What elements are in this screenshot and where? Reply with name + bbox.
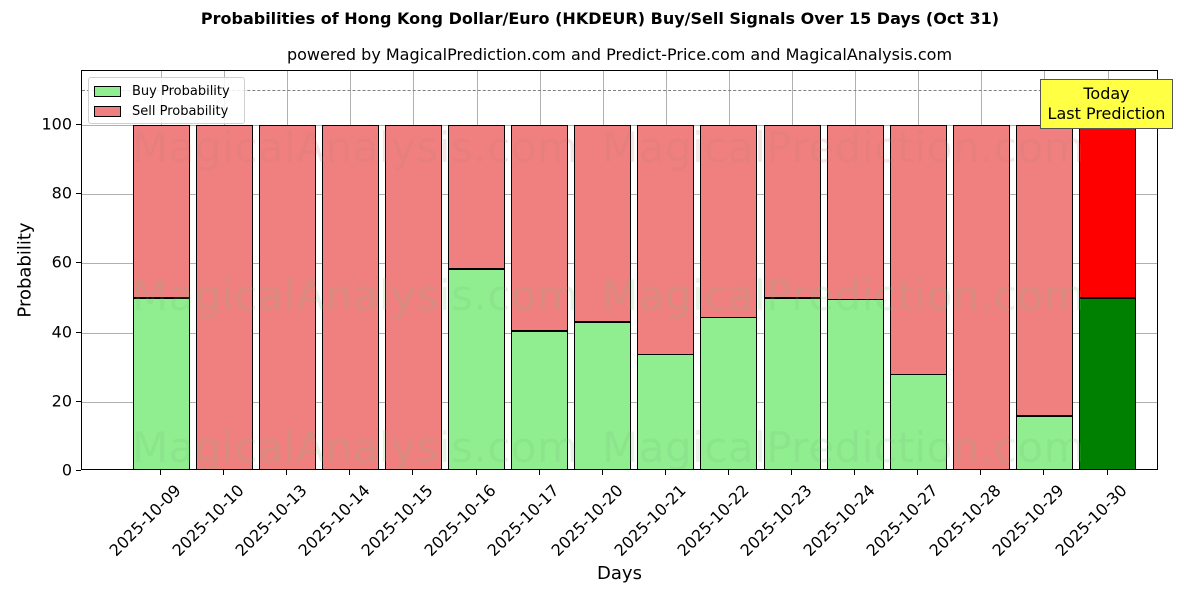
x-tick-mark bbox=[349, 470, 351, 475]
bar-buy-segment bbox=[1015, 415, 1073, 469]
bar-sell-segment bbox=[132, 124, 190, 299]
x-tick-mark bbox=[791, 470, 792, 475]
y-tick-mark bbox=[76, 400, 81, 402]
x-tick-mark bbox=[664, 470, 666, 475]
bar-sell-segment bbox=[384, 124, 442, 469]
today-annotation: Today Last Prediction bbox=[1040, 79, 1173, 129]
bar-buy-segment bbox=[889, 374, 947, 469]
x-tick-mark bbox=[538, 470, 540, 475]
bar-sell-segment bbox=[952, 124, 1010, 469]
plot-area: MagicalAnalysis.comMagicalPrediction.com… bbox=[81, 70, 1158, 470]
bar-sell-segment bbox=[637, 124, 695, 355]
y-tick-label: 100 bbox=[41, 114, 72, 134]
y-tick-mark bbox=[76, 262, 81, 264]
y-tick-mark bbox=[76, 193, 81, 195]
bar-buy-segment bbox=[511, 330, 569, 469]
x-tick-mark bbox=[1043, 470, 1045, 475]
bar-sell-segment bbox=[574, 124, 632, 323]
x-tick-mark bbox=[980, 470, 982, 475]
y-tick-label: 0 bbox=[61, 460, 72, 480]
buy-swatch-icon bbox=[94, 85, 121, 97]
bar-buy-segment bbox=[637, 354, 695, 469]
chart-subtitle: powered by MagicalPrediction.com and Pre… bbox=[286, 45, 953, 64]
bar-sell-segment bbox=[321, 124, 379, 469]
bar-sell-segment bbox=[511, 124, 569, 332]
y-axis-label: Probability bbox=[14, 222, 36, 318]
bar-sell-segment bbox=[826, 124, 884, 300]
x-tick-mark bbox=[727, 470, 729, 475]
x-tick-mark bbox=[286, 470, 288, 475]
bar-sell-segment bbox=[889, 124, 947, 375]
y-tick-mark bbox=[76, 331, 81, 333]
annotation-line-1: Today bbox=[1083, 84, 1130, 103]
bar-sell-segment bbox=[763, 124, 821, 299]
x-tick-mark bbox=[1106, 470, 1108, 475]
bar-sell-segment bbox=[1079, 124, 1136, 299]
reference-line-dashed bbox=[82, 90, 1157, 92]
bar-buy-segment bbox=[826, 299, 884, 469]
sell-swatch-icon bbox=[94, 105, 121, 117]
x-axis-label: Days bbox=[597, 563, 642, 584]
x-tick-mark bbox=[160, 470, 161, 475]
y-tick-mark bbox=[76, 123, 81, 125]
x-tick-mark bbox=[854, 470, 856, 475]
y-tick-label: 60 bbox=[51, 252, 72, 272]
x-tick-mark bbox=[917, 470, 919, 475]
y-tick-label: 20 bbox=[51, 391, 72, 411]
bar-buy-segment bbox=[763, 297, 821, 469]
y-tick-mark bbox=[76, 470, 81, 471]
annotation-line-2: Last Prediction bbox=[1047, 104, 1166, 123]
bar-sell-segment bbox=[195, 124, 253, 469]
y-tick-label: 40 bbox=[51, 322, 72, 342]
y-tick-label: 80 bbox=[51, 183, 72, 203]
bar-sell-segment bbox=[700, 124, 758, 318]
bar-sell-segment bbox=[258, 124, 316, 469]
x-tick-mark bbox=[412, 470, 414, 475]
bar-sell-segment bbox=[448, 124, 505, 270]
legend-item-sell: Sell Probability bbox=[94, 103, 228, 119]
x-tick-mark bbox=[475, 470, 477, 475]
legend: Buy Probability Sell Probability bbox=[88, 77, 245, 124]
legend-sell-label: Sell Probability bbox=[132, 103, 229, 119]
x-tick-mark bbox=[223, 470, 225, 475]
bar-buy-segment bbox=[1079, 297, 1136, 469]
chart-title: Probabilities of Hong Kong Dollar/Euro (… bbox=[200, 9, 1000, 28]
x-tick-mark bbox=[601, 470, 603, 475]
legend-item-buy: Buy Probability bbox=[94, 83, 230, 99]
bar-buy-segment bbox=[448, 268, 505, 469]
legend-buy-label: Buy Probability bbox=[132, 83, 230, 99]
bar-buy-segment bbox=[700, 317, 758, 469]
bar-buy-segment bbox=[132, 297, 190, 469]
bar-buy-segment bbox=[574, 321, 632, 469]
bar-sell-segment bbox=[1015, 124, 1073, 417]
